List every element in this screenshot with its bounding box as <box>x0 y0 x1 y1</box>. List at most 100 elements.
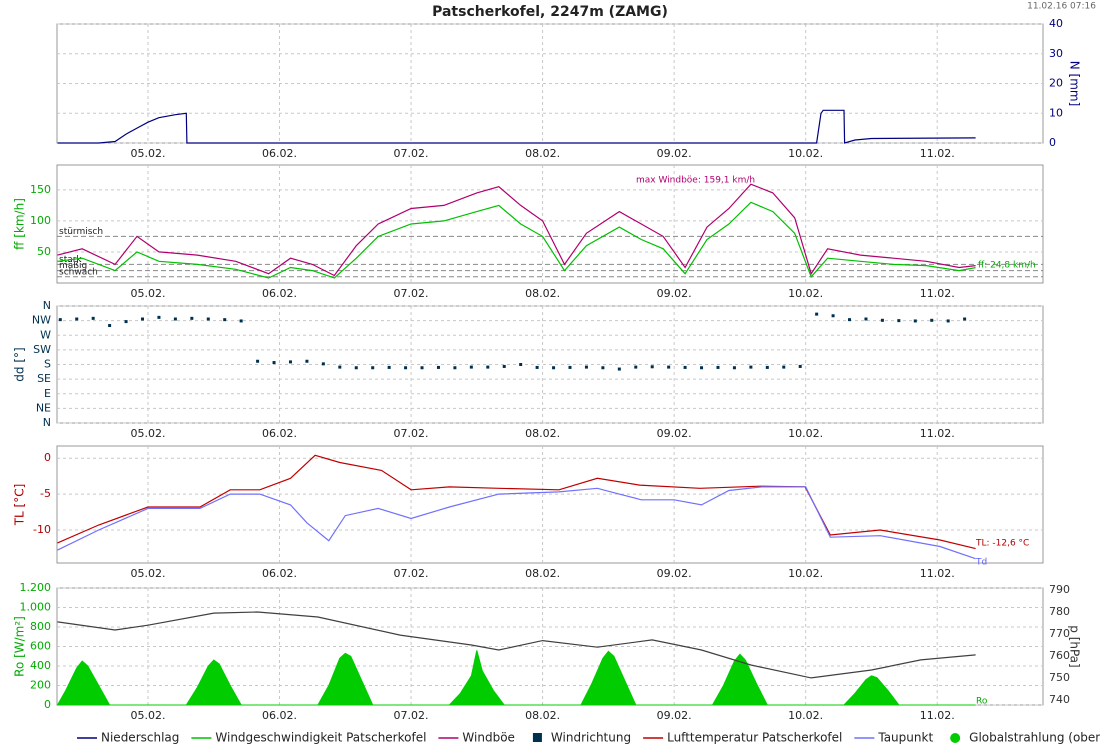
x-tick-label: 11.02. <box>920 147 955 160</box>
direction-point <box>963 317 967 321</box>
x-tick-label: 11.02. <box>920 427 955 440</box>
y-tick-label: N <box>43 299 51 312</box>
x-tick-label: 10.02. <box>788 287 823 300</box>
x-tick-label: 11.02. <box>920 709 955 722</box>
legend-swatch <box>532 733 542 742</box>
y2-tick-label: 750 <box>1049 671 1070 684</box>
plot-frame <box>56 445 1044 564</box>
x-tick-label: 10.02. <box>788 567 823 580</box>
x-tick-label: 07.02. <box>394 709 429 722</box>
y-tick-label: 400 <box>30 659 51 672</box>
y-axis-label: TL [°C] <box>13 484 27 527</box>
y-axis-label: Ro [W/m²] <box>13 616 27 677</box>
direction-point <box>831 314 835 318</box>
y2-tick-label: 0 <box>1049 136 1056 149</box>
annotation: TL: -12,6 °C <box>975 539 1029 549</box>
direction-point <box>732 366 736 370</box>
chart-title: Patscherkofel, 2247m (ZAMG) <box>432 4 668 20</box>
line <box>57 454 976 550</box>
x-tick-label: 05.02. <box>130 567 165 580</box>
x-tick-label: 07.02. <box>394 287 429 300</box>
legend-label: Windböe <box>462 731 515 745</box>
threshold-label: mäßig <box>59 261 87 271</box>
line <box>57 611 976 679</box>
x-tick-label: 06.02. <box>262 287 297 300</box>
direction-point <box>650 365 654 369</box>
area <box>56 650 976 706</box>
x-tick-label: 10.02. <box>788 709 823 722</box>
direction-point <box>157 315 161 319</box>
direction-point <box>288 360 292 364</box>
legend-swatch <box>950 733 961 743</box>
y2-tick-label: 10 <box>1049 106 1063 119</box>
y2-tick-label: 760 <box>1049 649 1070 662</box>
y-tick-label: -10 <box>33 523 51 536</box>
y-tick-label: 0 <box>44 451 51 464</box>
direction-point <box>338 365 342 369</box>
y2-axis-label: p [hPa] <box>1068 625 1082 667</box>
direction-point <box>864 317 868 321</box>
x-tick-label: 06.02. <box>262 567 297 580</box>
y-tick-label: SE <box>37 372 51 385</box>
x-tick-label: 08.02. <box>525 709 560 722</box>
direction-point <box>584 365 588 369</box>
direction-point <box>683 365 687 369</box>
direction-point <box>239 319 243 323</box>
y2-tick-label: 790 <box>1049 583 1070 596</box>
line <box>57 183 976 277</box>
direction-point <box>190 316 194 320</box>
legend-label: Niederschlag <box>101 731 179 745</box>
annotation: Ro <box>976 697 988 707</box>
x-tick-label: 08.02. <box>525 147 560 160</box>
y-tick-label: NE <box>36 401 51 414</box>
x-tick-label: 09.02. <box>657 709 692 722</box>
line <box>57 109 976 144</box>
direction-point <box>913 319 917 323</box>
direction-point <box>223 318 227 322</box>
direction-point <box>897 319 901 323</box>
direction-point <box>749 365 753 369</box>
x-tick-label: 09.02. <box>657 567 692 580</box>
x-tick-label: 10.02. <box>788 147 823 160</box>
direction-point <box>552 366 556 370</box>
direction-point <box>716 365 720 369</box>
legend-label: Lufttemperatur Patscherkofel <box>667 731 842 745</box>
x-tick-label: 05.02. <box>130 427 165 440</box>
direction-point <box>371 366 375 370</box>
direction-point <box>667 365 671 369</box>
y2-tick-label: 740 <box>1049 693 1070 706</box>
y-tick-label: 150 <box>30 183 51 196</box>
y-tick-label: 600 <box>30 640 51 653</box>
legend-label: Taupunkt <box>877 731 933 745</box>
y-tick-label: 50 <box>37 245 51 258</box>
plot-frame <box>56 164 1044 284</box>
y-tick-label: -5 <box>40 487 51 500</box>
annotation: Td <box>975 558 987 568</box>
direction-point <box>502 364 506 368</box>
y-tick-label: S <box>44 358 51 371</box>
direction-point <box>58 318 62 322</box>
direction-point <box>486 365 490 369</box>
x-tick-label: 06.02. <box>262 147 297 160</box>
y-tick-label: 1.000 <box>20 601 52 614</box>
direction-point <box>108 324 112 327</box>
x-tick-label: 07.02. <box>394 427 429 440</box>
direction-point <box>453 366 457 370</box>
y2-tick-label: 30 <box>1049 47 1063 60</box>
direction-point <box>782 365 786 369</box>
x-tick-label: 10.02. <box>788 427 823 440</box>
y2-tick-label: 20 <box>1049 77 1063 90</box>
y-tick-label: W <box>40 328 51 341</box>
annotation: max Windböe: 159,1 km/h <box>636 176 755 186</box>
legend-label: Globalstrahlung (oben) <box>969 731 1100 745</box>
y2-tick-label: 770 <box>1049 627 1070 640</box>
direction-point <box>404 366 408 370</box>
y-tick-label: 0 <box>44 698 51 711</box>
legend-label: Windgeschwindigkeit Patscherkofel <box>215 731 426 745</box>
direction-point <box>617 367 621 371</box>
x-tick-label: 05.02. <box>130 287 165 300</box>
direction-point <box>946 319 950 323</box>
y-tick-label: 1.200 <box>20 581 52 594</box>
direction-point <box>321 362 325 366</box>
